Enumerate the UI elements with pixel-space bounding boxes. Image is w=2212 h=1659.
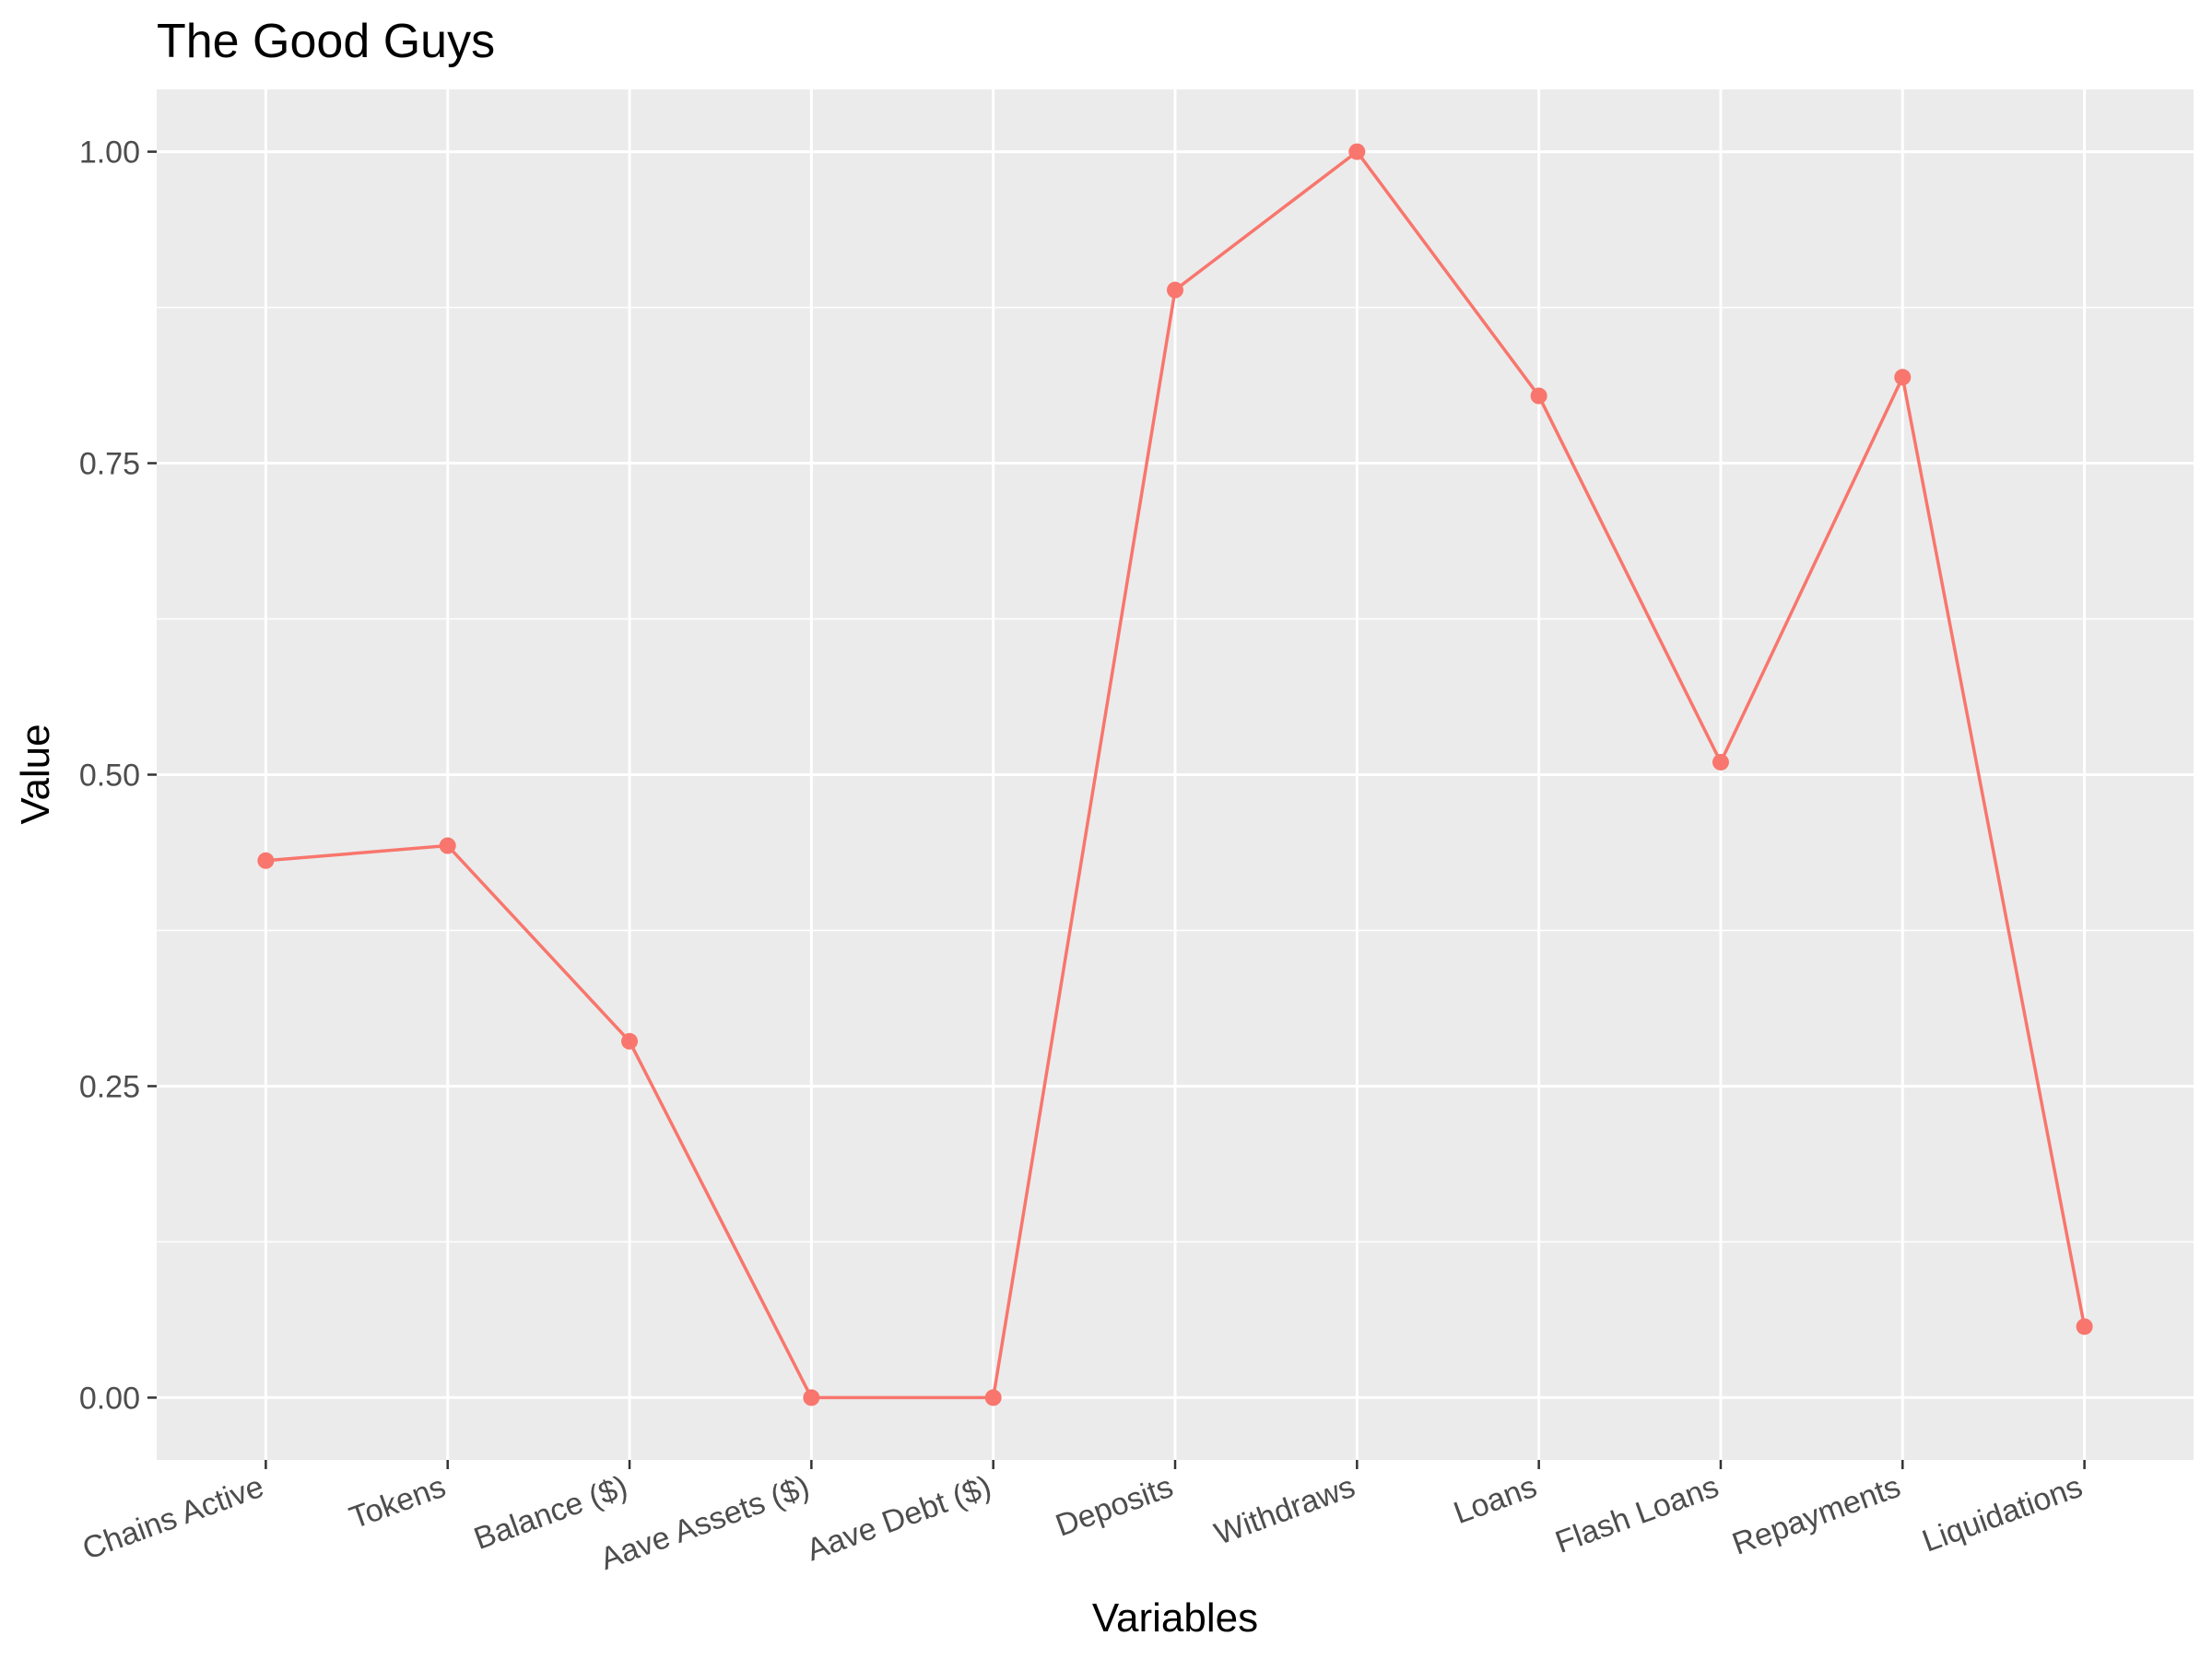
x-axis: Chains Active Tokens Balance ($)Aave Asset…: [78, 1460, 2088, 1577]
x-tick-label: Tokens: [345, 1469, 450, 1536]
x-tick-label: Aave Debt ($): [802, 1469, 995, 1568]
data-point: [439, 837, 456, 854]
x-tick-label: Aave Assets ($): [595, 1469, 814, 1577]
x-tick-label: Flash Loans: [1551, 1469, 1724, 1560]
y-axis-title: Value: [13, 724, 58, 824]
data-point: [803, 1389, 820, 1406]
x-tick-label: Repayments: [1728, 1469, 1905, 1562]
y-tick-label: 0.75: [79, 447, 140, 482]
series-layer: [257, 143, 2093, 1406]
y-tick-label: 1.00: [79, 135, 140, 171]
x-tick-label: Liquidations: [1918, 1469, 2088, 1559]
data-point: [1894, 369, 1912, 386]
x-tick-label: Deposits: [1051, 1469, 1177, 1544]
data-point: [1167, 281, 1183, 299]
x-tick-label: Chains Active: [78, 1469, 269, 1567]
y-axis: 0.00 0.25 0.50 0.75 1.00: [79, 135, 157, 1416]
data-point: [1712, 753, 1729, 771]
chart-title: The Good Guys: [157, 15, 495, 68]
data-point: [984, 1389, 1002, 1406]
y-tick-label: 0.25: [79, 1069, 140, 1104]
y-tick-label: 0.00: [79, 1381, 140, 1416]
data-point: [621, 1032, 639, 1050]
x-tick-label: Loans: [1449, 1469, 1541, 1531]
data-point: [2076, 1318, 2093, 1335]
data-point: [257, 852, 275, 869]
y-tick-label: 0.50: [79, 759, 140, 794]
data-point: [1348, 143, 1366, 160]
x-axis-title: Variables: [1092, 1595, 1258, 1641]
data-point: [1530, 387, 1547, 405]
x-tick-label: Withdraws: [1210, 1469, 1359, 1552]
major-gridlines: [157, 89, 2194, 1460]
